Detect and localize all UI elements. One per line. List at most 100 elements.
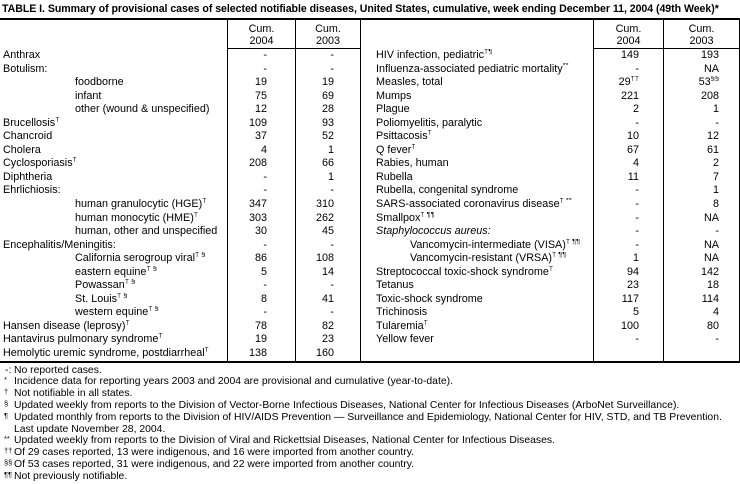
cum-2003-value: - (295, 49, 360, 63)
footnote-marker: ** (4, 434, 10, 444)
cum-2003-value: 1 (663, 103, 739, 117)
footnote-marker: ¶ (4, 410, 9, 420)
disease-label: western equine† § (75, 306, 159, 319)
cum-2004-value: - (593, 225, 663, 239)
header-cum-label: Cum. (248, 23, 275, 35)
disease-label (360, 347, 593, 361)
cum-2003-value: - (295, 306, 360, 320)
disease-label: Powassan† § (75, 279, 136, 292)
disease-label: Plague (360, 103, 593, 117)
footnote: † Not notifiable in all states. (0, 387, 740, 400)
disease-label: Trichinosis (360, 306, 593, 320)
cum-2004-value: 75 (227, 89, 295, 104)
cum-2003-value: 53§§ (663, 76, 739, 90)
header-cum-label: Cum. (315, 23, 341, 35)
disease-label: California serogroup viral† § (75, 252, 206, 265)
cum-2003-value: 2 (663, 157, 739, 171)
header-year-label: 2003 (315, 35, 341, 47)
header-year-label: 2004 (249, 35, 274, 47)
disease-label: Staphylococcus aureus: (360, 225, 593, 239)
disease-label: human, other and unspecified (75, 225, 218, 238)
disease-label: Measles, total (360, 76, 593, 90)
cum-2003-value: 4 (663, 306, 739, 320)
disease-label: Poliomyelitis, paralytic (360, 116, 593, 131)
column-header-cum-2004-right: Cum. 2004 (593, 20, 663, 49)
cum-2003-value: 8 (663, 198, 739, 212)
cum-2004-value: 2 (593, 103, 663, 117)
cum-2004-value: 1 (593, 252, 663, 266)
cum-2003-value: 69 (295, 89, 360, 104)
cum-2003-value: NA (663, 238, 739, 253)
cum-2004-value: 5 (227, 265, 295, 280)
cum-2003-value: - (663, 116, 739, 131)
cum-2004-value: - (593, 238, 663, 253)
footnote-text: Not notifiable in all states. (14, 388, 133, 400)
cum-2004-value: - (227, 184, 295, 199)
cum-2004-value: - (593, 116, 663, 131)
disease-label: Hansen disease (leprosy)† (3, 319, 130, 332)
cum-2003-value: 108 (295, 252, 360, 266)
header-spacer-left (0, 20, 227, 49)
cum-2003-value: 193 (663, 49, 739, 63)
disease-label: Chancroid (3, 130, 53, 143)
cum-2003-value: 12 (663, 130, 739, 144)
cum-2003-value: 262 (295, 211, 360, 226)
footnote-text: Not previously notifiable. (14, 470, 128, 482)
cum-2003-value: - (663, 333, 739, 348)
cum-2003-value: 28 (295, 103, 360, 117)
cum-2003-value: 80 (663, 319, 739, 334)
footnote-text: No reported cases. (14, 364, 102, 376)
disease-label: HIV infection, pediatric†¶ (360, 49, 593, 63)
cum-2004-value: 100 (593, 319, 663, 334)
cum-2004-value: 86 (227, 252, 295, 266)
cum-2004-value: 12 (227, 103, 295, 117)
disease-label: Yellow fever (360, 333, 593, 348)
footnote-text: Of 53 cases reported, 31 were indigenous… (14, 458, 415, 470)
cum-2004-value: 347 (227, 198, 295, 212)
cum-2003-value: - (295, 238, 360, 253)
cum-2003-value: 41 (295, 292, 360, 307)
header-year-label: 2003 (689, 35, 714, 47)
cum-2004-value: - (593, 62, 663, 77)
cum-2004-value: - (593, 211, 663, 226)
cum-2003-value: - (295, 62, 360, 77)
column-header-cum-2004-left: Cum. 2004 (227, 20, 295, 49)
cum-2004-value: 4 (593, 157, 663, 171)
disease-label: Mumps (360, 89, 593, 104)
cum-2003-value: 1 (295, 143, 360, 158)
cum-2004-value: - (227, 306, 295, 320)
footnote-marker: §§ (4, 457, 13, 467)
table-title: TABLE I. Summary of provisional cases of… (2, 3, 719, 15)
footnotes: -: No reported cases. * Incidence data for … (0, 365, 740, 483)
cum-2003-value: NA (663, 252, 739, 266)
disease-label: Vancomycin-intermediate (VISA)† ¶¶ (360, 238, 593, 253)
footnote-text: Updated weekly from reports to the Divis… (14, 435, 555, 447)
cum-2003-value: 142 (663, 265, 739, 280)
cum-2003-value: NA (663, 62, 739, 77)
cum-2004-value: 117 (593, 292, 663, 307)
cum-2004-value: - (227, 170, 295, 185)
cum-2003-value: 52 (295, 130, 360, 144)
footnote: § Updated weekly from reports to the Divi… (0, 399, 740, 412)
cum-2004-value: 67 (593, 143, 663, 158)
footnote-marker: -: (5, 364, 12, 376)
disease-label: Cholera (3, 143, 41, 156)
disease-label: infant (75, 89, 102, 102)
disease-label: Encephalitis/Meningitis: (3, 238, 116, 251)
cum-2003-value: - (295, 279, 360, 293)
disease-label: Brucellosis† (3, 116, 60, 129)
disease-label: Toxic-shock syndrome (360, 292, 593, 307)
footnote-text: Updated monthly from reports to the Divi… (14, 411, 722, 435)
cum-2003-value: 1 (663, 184, 739, 199)
cum-2004-value: 94 (593, 265, 663, 280)
disease-label: Q fever† (360, 143, 593, 158)
disease-label: Smallpox† ¶¶ (360, 211, 593, 226)
footnote-text: Updated weekly from reports to the Divis… (14, 399, 680, 411)
disease-label: Ehrlichiosis: (3, 184, 61, 197)
cum-2003-value: 7 (663, 170, 739, 185)
disease-label: Hantavirus pulmonary syndrome† (3, 333, 163, 346)
cum-2004-value: - (593, 184, 663, 199)
cum-2004-value: 303 (227, 211, 295, 226)
cum-2004-value: 8 (227, 292, 295, 307)
